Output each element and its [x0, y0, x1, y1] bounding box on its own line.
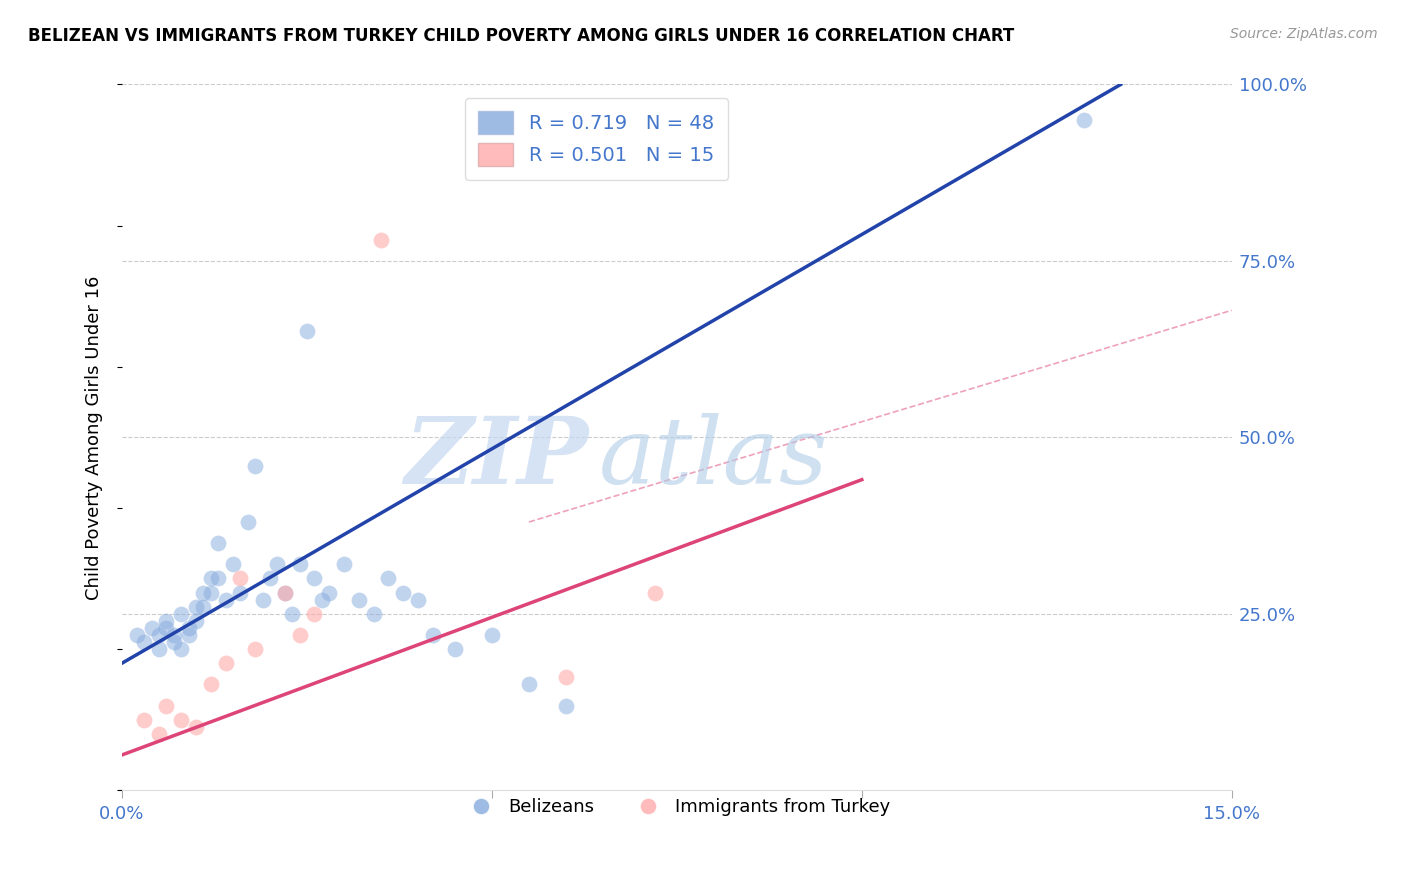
Point	[163, 635, 186, 649]
Point	[200, 677, 222, 691]
Point	[177, 628, 200, 642]
Point	[481, 628, 503, 642]
Point	[170, 642, 193, 657]
Point	[125, 628, 148, 642]
Point	[517, 677, 540, 691]
Point	[252, 592, 274, 607]
Point	[184, 599, 207, 614]
Point	[148, 727, 170, 741]
Point	[207, 536, 229, 550]
Y-axis label: Child Poverty Among Girls Under 16: Child Poverty Among Girls Under 16	[86, 275, 103, 599]
Point	[281, 607, 304, 621]
Point	[229, 572, 252, 586]
Point	[200, 572, 222, 586]
Point	[295, 325, 318, 339]
Point	[1073, 112, 1095, 127]
Point	[134, 713, 156, 727]
Point	[554, 670, 576, 684]
Point	[370, 233, 392, 247]
Point	[229, 585, 252, 599]
Point	[274, 585, 297, 599]
Point	[200, 585, 222, 599]
Point	[193, 599, 215, 614]
Text: atlas: atlas	[599, 414, 828, 503]
Point	[288, 628, 311, 642]
Point	[304, 572, 326, 586]
Point	[214, 656, 236, 670]
Point	[148, 642, 170, 657]
Point	[245, 458, 267, 473]
Point	[177, 621, 200, 635]
Point	[644, 585, 666, 599]
Point	[214, 592, 236, 607]
Point	[170, 607, 193, 621]
Point	[163, 628, 186, 642]
Point	[554, 698, 576, 713]
Point	[141, 621, 163, 635]
Point	[311, 592, 333, 607]
Point	[184, 614, 207, 628]
Point	[259, 572, 281, 586]
Point	[236, 515, 259, 529]
Point	[184, 720, 207, 734]
Point	[377, 572, 399, 586]
Point	[155, 614, 177, 628]
Point	[406, 592, 429, 607]
Point	[207, 572, 229, 586]
Point	[245, 642, 267, 657]
Point	[444, 642, 467, 657]
Point	[193, 585, 215, 599]
Point	[155, 698, 177, 713]
Point	[134, 635, 156, 649]
Point	[222, 558, 245, 572]
Point	[304, 607, 326, 621]
Point	[422, 628, 444, 642]
Point	[170, 713, 193, 727]
Point	[363, 607, 385, 621]
Text: BELIZEAN VS IMMIGRANTS FROM TURKEY CHILD POVERTY AMONG GIRLS UNDER 16 CORRELATIO: BELIZEAN VS IMMIGRANTS FROM TURKEY CHILD…	[28, 27, 1014, 45]
Point	[318, 585, 340, 599]
Point	[392, 585, 415, 599]
Point	[347, 592, 370, 607]
Point	[155, 621, 177, 635]
Text: ZIP: ZIP	[404, 414, 588, 503]
Point	[288, 558, 311, 572]
Point	[266, 558, 288, 572]
Point	[274, 585, 297, 599]
Text: Source: ZipAtlas.com: Source: ZipAtlas.com	[1230, 27, 1378, 41]
Point	[148, 628, 170, 642]
Point	[333, 558, 356, 572]
Legend: Belizeans, Immigrants from Turkey: Belizeans, Immigrants from Turkey	[456, 791, 898, 823]
